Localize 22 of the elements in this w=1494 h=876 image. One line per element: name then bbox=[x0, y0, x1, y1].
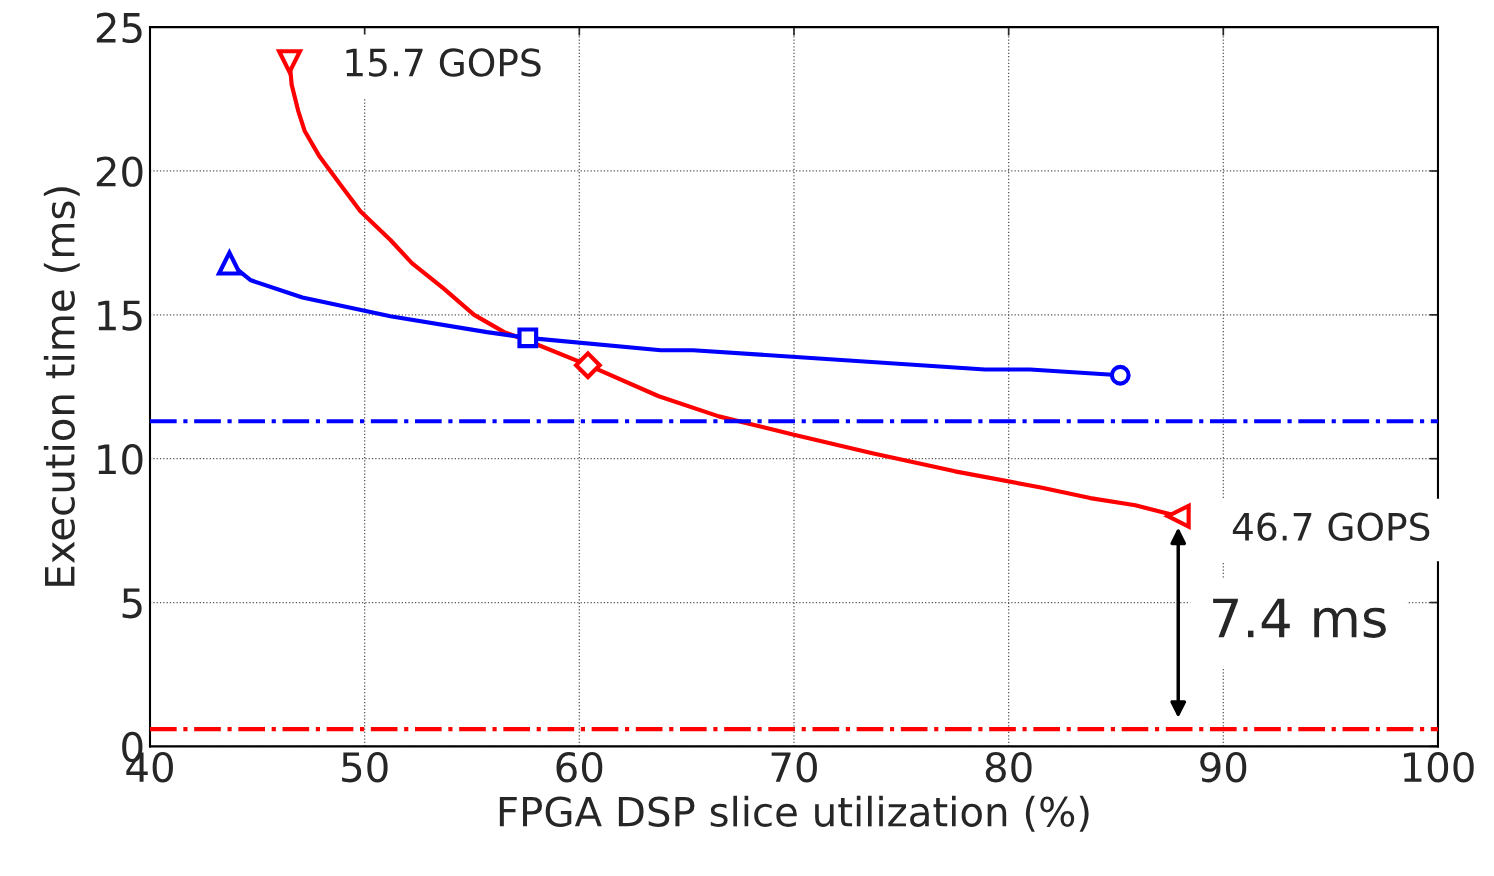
y-tick-label: 25 bbox=[96, 12, 142, 44]
annotation: 7.4 ms bbox=[1213, 598, 1386, 638]
annotation: 15.7 GOPS bbox=[346, 48, 541, 77]
point bbox=[215, 248, 242, 276]
y-tick-label: 15 bbox=[98, 300, 142, 331]
x-tick-label: 90 bbox=[1200, 751, 1247, 783]
x-tick-label: 70 bbox=[771, 751, 817, 783]
y-tick-label: 5 bbox=[122, 588, 142, 619]
x-tick-label: 100 bbox=[1403, 751, 1474, 783]
point bbox=[1163, 502, 1191, 530]
point bbox=[517, 327, 539, 349]
y-tick-label: 20 bbox=[96, 156, 143, 187]
y-tick-label: 10 bbox=[98, 444, 143, 475]
x-tick-label: 80 bbox=[985, 751, 1032, 783]
point bbox=[574, 351, 602, 380]
point bbox=[1109, 364, 1131, 386]
x-tick-label: 50 bbox=[342, 751, 388, 783]
annotation: 46.7 GOPS bbox=[1232, 512, 1430, 541]
y-axis-title: Execution time (ms) bbox=[43, 187, 80, 586]
x-axis-title: FPGA DSP slice utilization (%) bbox=[499, 795, 1089, 832]
x-tick-label: 60 bbox=[556, 751, 603, 783]
point bbox=[277, 49, 303, 75]
